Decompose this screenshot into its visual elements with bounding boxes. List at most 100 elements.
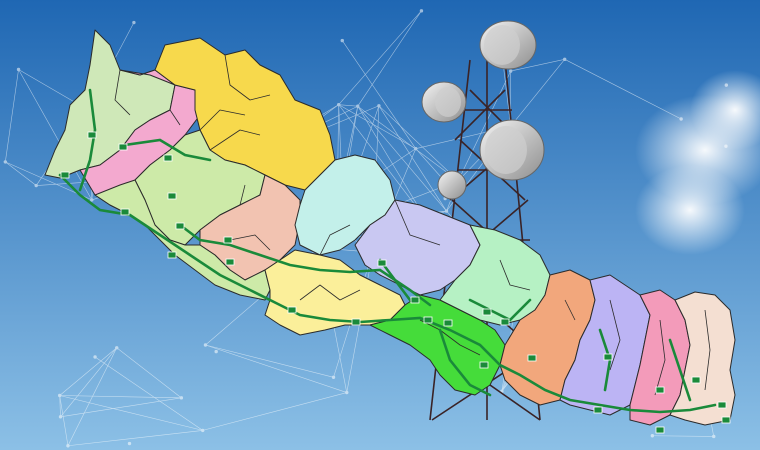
network-line [60, 347, 117, 418]
network-line [60, 397, 182, 418]
network-line [357, 10, 422, 107]
network-node [3, 160, 8, 164]
network-line [59, 395, 182, 399]
province-gandaki-cyan [294, 154, 396, 256]
road-sign-icon [479, 361, 489, 369]
network-line [510, 59, 565, 72]
network-line [67, 430, 203, 447]
road-sign-icon [175, 222, 185, 230]
network-line [18, 69, 93, 201]
network-node [66, 444, 70, 448]
road-sign-icon [482, 308, 492, 316]
network-node [115, 346, 119, 350]
dish-antenna-top-right [479, 20, 537, 70]
road-sign-icon [118, 143, 128, 151]
network-node [331, 375, 336, 379]
network-node [377, 104, 381, 108]
network-node [444, 209, 449, 213]
network-line [357, 106, 447, 212]
network-line [5, 161, 37, 186]
network-node [563, 57, 567, 62]
network-line [5, 69, 19, 162]
road-sign-icon [377, 259, 387, 267]
district-borders [114, 54, 711, 396]
road-sign-icon [655, 386, 665, 394]
network-line [338, 10, 422, 105]
road-sign-icon [593, 406, 603, 414]
network-node [132, 20, 136, 25]
network-line [338, 104, 358, 107]
network-node [336, 102, 341, 107]
road-sign-icon [167, 192, 177, 200]
network-line [652, 435, 714, 437]
road-sign-icon [717, 401, 727, 409]
network-line [378, 105, 459, 181]
province-bagmati-east-mint [439, 224, 551, 326]
dish-antenna-left [421, 81, 467, 123]
network-node [203, 343, 208, 347]
road-sign-icon [655, 426, 665, 434]
network-node [214, 349, 218, 354]
road-sign-icon [603, 353, 613, 361]
network-node [58, 415, 63, 419]
network-line [564, 59, 682, 120]
province-bagmati-lavender [354, 199, 481, 296]
road-sign-icon [120, 208, 130, 216]
network-node [345, 390, 349, 395]
network-node [90, 198, 94, 202]
road-sign-icon [443, 319, 453, 327]
network-line [510, 59, 565, 127]
network-node [93, 355, 97, 359]
road-sign-icon [163, 154, 173, 162]
network-line [338, 104, 416, 149]
dish-antenna-lower-left [437, 170, 467, 200]
network-node [650, 434, 655, 438]
network-node [419, 9, 424, 13]
road-sign-icon [223, 236, 233, 244]
road-sign-icon [60, 171, 70, 179]
network-node [58, 393, 62, 398]
network-line [342, 40, 417, 149]
network-node [414, 146, 418, 151]
network-line [59, 347, 117, 396]
network-node [127, 441, 132, 446]
road-sign-icon [691, 376, 701, 384]
clouds [635, 70, 760, 255]
network-line [116, 347, 182, 399]
road-sign-icon [721, 416, 731, 424]
road-sign-icon [527, 354, 537, 362]
road-sign-icon [167, 251, 177, 259]
network-node [724, 144, 728, 148]
network-line [357, 106, 427, 220]
network-line [67, 347, 117, 446]
network-node [356, 104, 360, 108]
network-node [340, 38, 344, 43]
road-sign-icon [287, 306, 297, 314]
network-line [205, 344, 334, 378]
network-node [34, 183, 38, 188]
road-sign-icon [423, 316, 433, 324]
network-node [679, 117, 683, 121]
road-sign-icon [351, 318, 361, 326]
road-sign-markers [60, 131, 731, 434]
network-line [457, 70, 511, 181]
road-sign-icon [87, 131, 97, 139]
network-line [357, 105, 459, 182]
network-line [59, 395, 203, 431]
network-line [202, 392, 347, 431]
network-node [179, 396, 184, 400]
network-node [16, 67, 21, 72]
network-node [724, 83, 729, 87]
network-node [201, 428, 205, 433]
road-sign-icon [410, 296, 420, 304]
network-line [205, 344, 347, 393]
network-line [338, 104, 427, 220]
dish-antenna-middle-right [479, 119, 545, 181]
road-sign-icon [500, 318, 510, 326]
network-line [378, 105, 447, 212]
road-sign-icon [225, 258, 235, 266]
network-node [508, 69, 513, 73]
network-line [94, 356, 203, 431]
